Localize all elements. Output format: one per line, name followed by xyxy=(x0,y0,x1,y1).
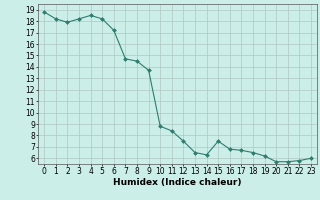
X-axis label: Humidex (Indice chaleur): Humidex (Indice chaleur) xyxy=(113,178,242,187)
